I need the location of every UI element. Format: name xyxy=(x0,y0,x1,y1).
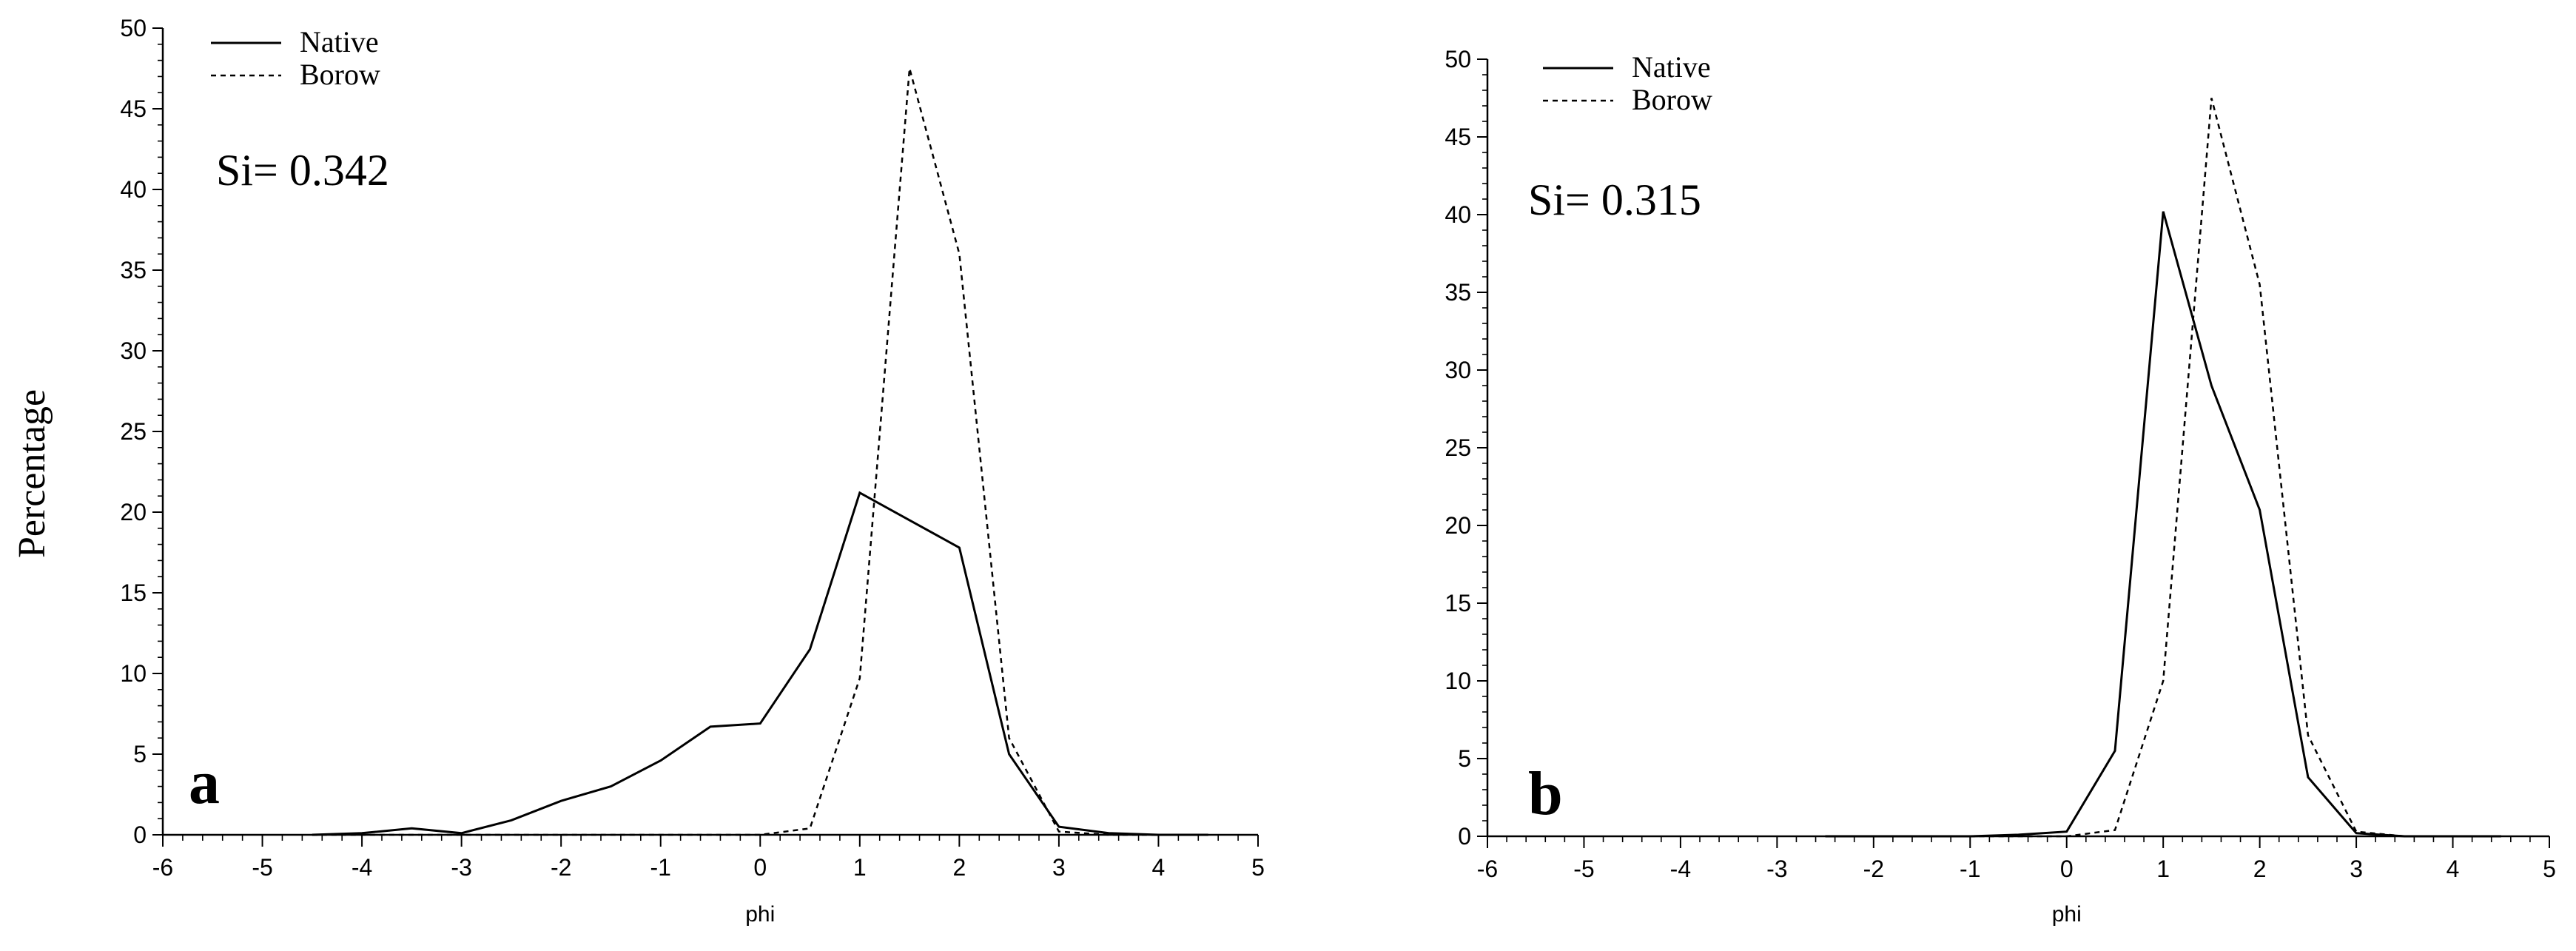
x-tick-label: 5 xyxy=(1251,854,1265,881)
legend-label-native: Native xyxy=(300,25,379,58)
x-tick-label: 5 xyxy=(2543,856,2556,882)
x-tick-label: 0 xyxy=(753,854,767,881)
x-tick-label: -1 xyxy=(650,854,671,881)
x-tick-label: -5 xyxy=(252,854,272,881)
x-tick-label: -1 xyxy=(1960,856,1980,882)
x-tick-label: 2 xyxy=(2253,856,2267,882)
y-tick-label: 0 xyxy=(133,821,147,848)
x-tick-label: 4 xyxy=(2446,856,2460,882)
y-tick-label: 30 xyxy=(120,337,147,364)
panel-letter: b xyxy=(1528,759,1563,828)
y-tick-label: 20 xyxy=(120,499,147,525)
y-tick-label: 50 xyxy=(120,15,147,41)
panel-letter: a xyxy=(189,748,220,817)
y-tick-label: 25 xyxy=(1445,434,1471,461)
y-tick-label: 5 xyxy=(133,741,147,767)
y-tick-label: 0 xyxy=(1458,823,1471,850)
y-tick-label: 45 xyxy=(1445,124,1471,150)
legend-label-borow: Borow xyxy=(300,58,380,91)
x-tick-label: -5 xyxy=(1573,856,1594,882)
y-tick-label: 10 xyxy=(120,660,147,687)
series-line-borow xyxy=(1825,98,2501,838)
series-line-native xyxy=(312,491,1208,836)
si-annotation: Si= 0.315 xyxy=(1528,175,1701,224)
x-tick-label: -6 xyxy=(152,854,173,881)
y-tick-label: 15 xyxy=(1445,590,1471,616)
y-tick-label: 5 xyxy=(1458,745,1471,772)
x-tick-label: 4 xyxy=(1152,854,1166,881)
x-tick-label: 3 xyxy=(2350,856,2363,882)
x-tick-label: 0 xyxy=(2060,856,2074,882)
legend-label-borow: Borow xyxy=(1632,83,1712,116)
x-tick-label: 1 xyxy=(2156,856,2170,882)
y-tick-label: 40 xyxy=(1445,201,1471,228)
y-tick-label: 50 xyxy=(1445,46,1471,73)
series-line-native xyxy=(1825,211,2501,838)
y-tick-label: 15 xyxy=(120,579,147,606)
y-tick-label: 20 xyxy=(1445,512,1471,539)
x-axis-title: phi xyxy=(2052,902,2082,927)
x-tick-label: -4 xyxy=(1670,856,1691,882)
x-tick-label: -3 xyxy=(451,854,471,881)
si-annotation: Si= 0.342 xyxy=(216,146,389,195)
x-tick-label: -6 xyxy=(1477,856,1498,882)
series-line-borow xyxy=(312,68,1208,836)
legend-label-native: Native xyxy=(1632,50,1711,84)
x-tick-label: -2 xyxy=(1863,856,1884,882)
x-tick-label: -3 xyxy=(1766,856,1787,882)
y-tick-label: 30 xyxy=(1445,357,1471,383)
y-tick-label: 45 xyxy=(120,95,147,122)
y-tick-label: 10 xyxy=(1445,668,1471,694)
y-tick-label: 40 xyxy=(120,176,147,203)
y-axis-title: Percentage xyxy=(11,389,53,558)
x-tick-label: -2 xyxy=(551,854,571,881)
x-tick-label: 3 xyxy=(1052,854,1066,881)
y-tick-label: 35 xyxy=(1445,279,1471,306)
x-tick-label: -4 xyxy=(352,854,372,881)
x-axis-title: phi xyxy=(745,902,775,927)
x-tick-label: 2 xyxy=(952,854,966,881)
x-tick-label: 1 xyxy=(853,854,867,881)
y-tick-label: 25 xyxy=(120,418,147,445)
y-tick-label: 35 xyxy=(120,257,147,283)
